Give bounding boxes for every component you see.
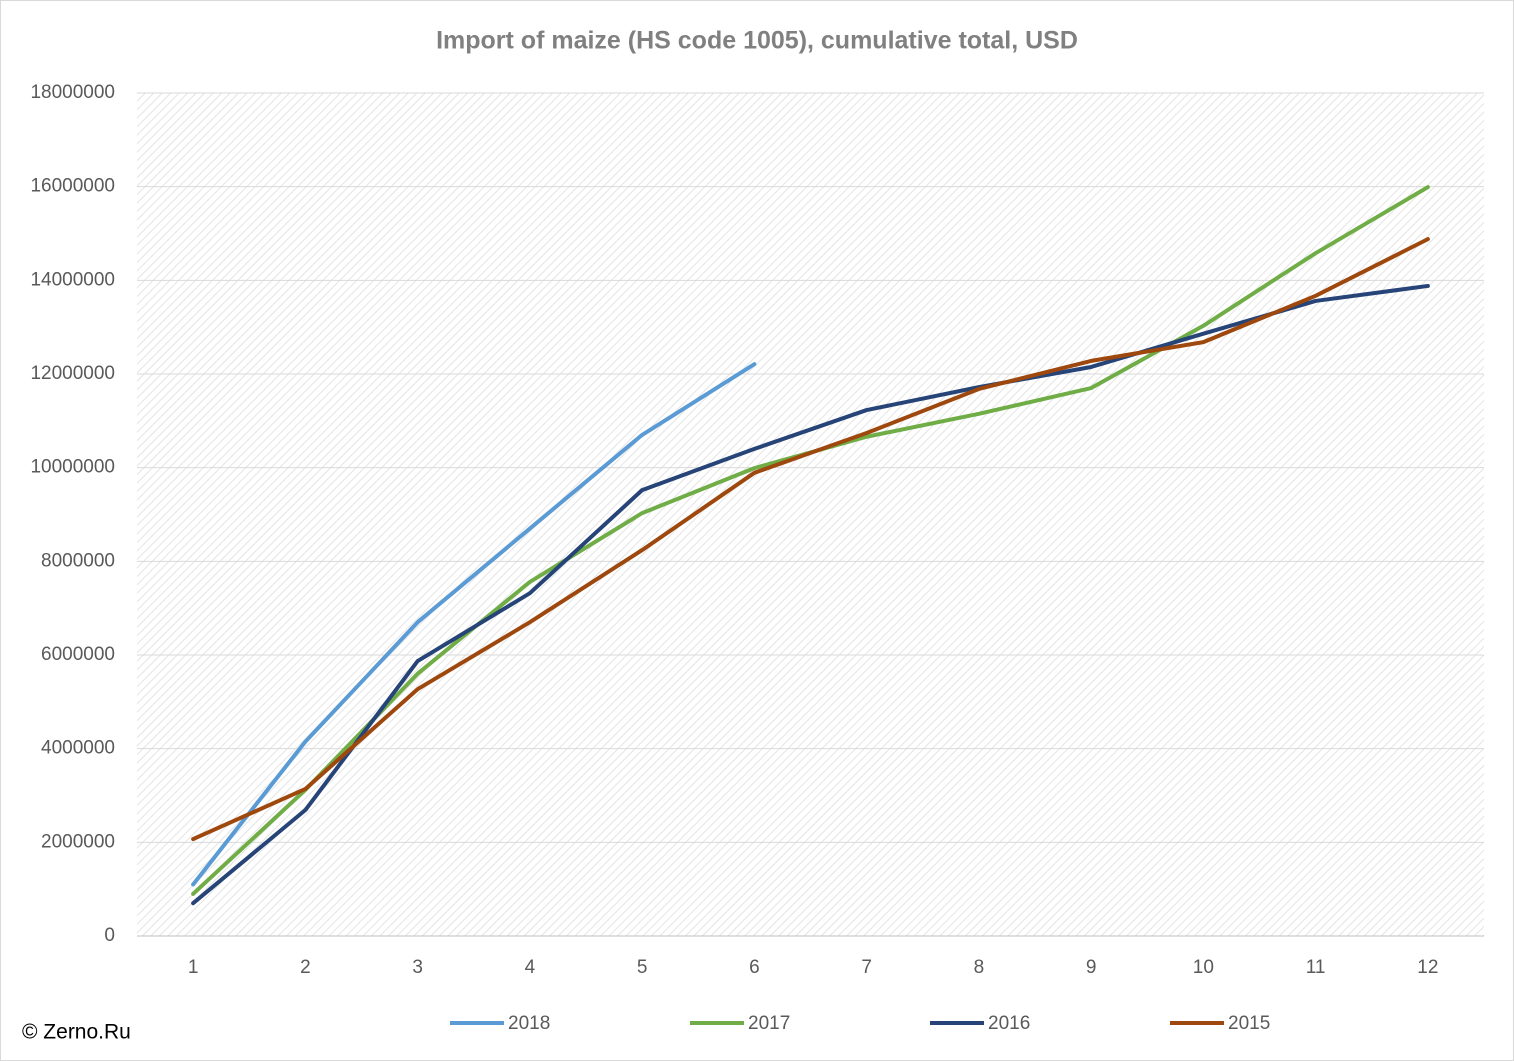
series-line [191, 362, 757, 887]
legend-label: 2018 [508, 1013, 550, 1034]
y-tick-label: 12000000 [30, 363, 115, 384]
y-tick-label: 18000000 [30, 82, 115, 103]
watermark: © Zerno.Ru [22, 1021, 131, 1044]
x-tick-label: 1 [188, 957, 199, 978]
x-tick-label: 12 [1417, 957, 1438, 978]
series-line [191, 283, 1430, 906]
y-tick-label: 2000000 [41, 831, 115, 852]
x-tick-label: 7 [861, 957, 872, 978]
y-tick-label: 4000000 [41, 738, 115, 759]
x-tick-label: 8 [974, 957, 985, 978]
y-tick-label: 14000000 [30, 269, 115, 290]
x-tick-label: 9 [1086, 957, 1097, 978]
legend-label: 2017 [748, 1013, 790, 1034]
x-tick-label: 11 [1306, 957, 1326, 978]
x-tick-label: 4 [525, 957, 536, 978]
y-tick-label: 0 [104, 925, 115, 946]
y-tick-label: 8000000 [41, 550, 115, 571]
legend-label: 2015 [1228, 1013, 1270, 1034]
chart-title: Import of maize (HS code 1005), cumulati… [436, 27, 1078, 55]
x-tick-label: 3 [412, 957, 423, 978]
y-tick-label: 6000000 [41, 644, 115, 665]
y-tick-label: 16000000 [30, 176, 115, 197]
series-line [191, 237, 1430, 842]
x-tick-label: 5 [637, 957, 648, 978]
x-tick-label: 10 [1193, 957, 1214, 978]
y-tick-label: 10000000 [30, 457, 115, 478]
x-tick-label: 6 [749, 957, 760, 978]
legend-label: 2016 [988, 1013, 1030, 1034]
x-tick-label: 2 [300, 957, 311, 978]
plot-area [137, 93, 1484, 936]
